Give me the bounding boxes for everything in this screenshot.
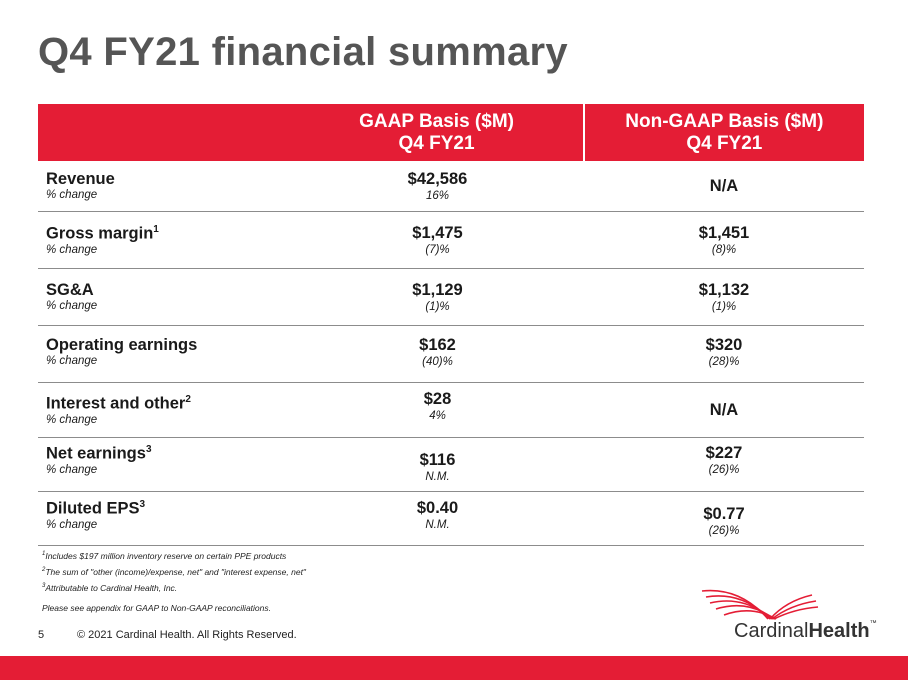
gaap-pct-change: (40)% <box>422 356 453 368</box>
row-label-cell: Interest and other2 % change <box>38 383 291 437</box>
nongaap-pct-change: (8)% <box>711 244 737 256</box>
gaap-value: $28 <box>423 390 452 408</box>
footer-red-bar <box>0 656 908 680</box>
row-label-cell: Operating earnings % change <box>38 326 291 382</box>
row-sublabel: % change <box>46 243 98 256</box>
gaap-value-cell: $42,586 16% <box>291 161 584 211</box>
gaap-value: $162 <box>419 336 456 354</box>
table-row-sga: SG&A % change $1,129 (1)% $1,132 (1)% <box>38 269 864 326</box>
row-label-cell: Net earnings3 % change <box>38 438 291 491</box>
row-sublabel: % change <box>46 355 98 367</box>
gaap-pct-change: 16% <box>425 190 450 202</box>
table-row-gross-margin: Gross margin1 % change $1,475 (7)% $1,45… <box>38 212 864 269</box>
row-sublabel: % change <box>46 463 98 476</box>
header-gaap-period: Q4 FY21 <box>398 132 475 154</box>
row-label-cell: Gross margin1 % change <box>38 212 291 268</box>
table-header: GAAP Basis ($M) Q4 FY21 Non-GAAP Basis (… <box>38 104 864 161</box>
gaap-pct-change: N.M. <box>425 471 450 483</box>
row-label: SG&A <box>46 281 94 299</box>
nongaap-value: N/A <box>709 176 739 195</box>
nongaap-value: $0.77 <box>703 505 745 523</box>
nongaap-value-cell: N/A <box>584 161 864 211</box>
nongaap-value-cell: N/A <box>584 383 864 437</box>
nongaap-pct-change: (26)% <box>708 525 740 537</box>
cardinal-health-logo: CardinalHealth™ <box>700 585 877 645</box>
gaap-value: $1,475 <box>412 224 463 242</box>
gaap-value-cell: $116 N.M. <box>291 438 584 491</box>
logo-wordmark: CardinalHealth™ <box>734 620 877 642</box>
row-label: Operating earnings <box>46 336 198 354</box>
nongaap-pct-change: (1)% <box>711 301 737 313</box>
cardinal-wing-icon <box>701 589 819 620</box>
nongaap-value-cell: $0.77 (26)% <box>584 492 864 545</box>
nongaap-value: N/A <box>709 400 739 419</box>
gaap-pct-change: N.M. <box>425 519 450 531</box>
gaap-value: $1,129 <box>412 281 463 299</box>
appendix-note: Please see appendix for GAAP to Non-GAAP… <box>42 603 271 613</box>
copyright-text: © 2021 Cardinal Health. All Rights Reser… <box>77 629 297 641</box>
gaap-value-cell: $1,475 (7)% <box>291 212 584 268</box>
nongaap-value-cell: $227 (26)% <box>584 438 864 491</box>
footnote-marker: 1 <box>153 224 159 235</box>
nongaap-value-cell: $320 (28)% <box>584 326 864 382</box>
gaap-value: $116 <box>419 451 456 469</box>
row-label-cell: Diluted EPS3 % change <box>38 492 291 545</box>
gaap-value-cell: $28 4% <box>291 383 584 437</box>
nongaap-pct-change: (28)% <box>708 356 740 368</box>
gaap-value-cell: $1,129 (1)% <box>291 269 584 325</box>
footnote-marker: 2 <box>185 394 191 405</box>
row-label: Net earnings3 <box>46 444 152 463</box>
gaap-pct-change: (7)% <box>425 244 450 256</box>
footnote-3: 3Attributable to Cardinal Health, Inc. <box>42 582 178 593</box>
row-label: Revenue <box>46 170 115 188</box>
header-gaap-column: GAAP Basis ($M) Q4 FY21 <box>290 104 582 161</box>
nongaap-value: $320 <box>705 336 743 354</box>
table-row-net-earnings: Net earnings3 % change $116 N.M. $227 (2… <box>38 438 864 492</box>
footnote-marker: 3 <box>139 499 146 510</box>
gaap-value: $0.40 <box>416 499 459 517</box>
nongaap-value: $1,451 <box>698 224 750 242</box>
row-label: Interest and other2 <box>46 394 191 413</box>
row-label: Diluted EPS3 <box>46 499 146 518</box>
nongaap-value: $1,132 <box>698 281 750 299</box>
page-number: 5 <box>38 629 45 641</box>
row-label: Gross margin1 <box>46 224 159 243</box>
table-row-interest-and-other: Interest and other2 % change $28 4% N/A <box>38 383 864 438</box>
header-nongaap-column: Non-GAAP Basis ($M) Q4 FY21 <box>582 104 864 161</box>
row-sublabel: % change <box>46 413 98 426</box>
footnote-marker: 3 <box>145 444 152 455</box>
nongaap-value-cell: $1,132 (1)% <box>584 269 864 325</box>
row-label-cell: Revenue % change <box>38 161 291 211</box>
gaap-pct-change: 4% <box>429 410 446 422</box>
header-blank-cell <box>38 104 290 161</box>
footnote-1: 1Includes $197 million inventory reserve… <box>42 550 287 561</box>
table-row-revenue: Revenue % change $42,586 16% N/A <box>38 161 864 212</box>
table-row-diluted-eps: Diluted EPS3 % change $0.40 N.M. $0.77 (… <box>38 492 864 546</box>
footnotes: 1Includes $197 million inventory reserve… <box>42 547 306 594</box>
nongaap-value: $227 <box>705 444 743 462</box>
row-label-cell: SG&A % change <box>38 269 291 325</box>
financial-summary-table: GAAP Basis ($M) Q4 FY21 Non-GAAP Basis (… <box>38 104 864 546</box>
header-gaap-title: GAAP Basis ($M) <box>359 110 514 132</box>
header-nongaap-period: Q4 FY21 <box>686 132 763 154</box>
nongaap-pct-change: (26)% <box>708 464 740 476</box>
header-nongaap-title: Non-GAAP Basis ($M) <box>625 110 824 132</box>
row-sublabel: % change <box>46 518 98 531</box>
page-title: Q4 FY21 financial summary <box>38 30 568 74</box>
gaap-value: $42,586 <box>407 170 468 188</box>
row-sublabel: % change <box>46 300 98 312</box>
table-row-operating-earnings: Operating earnings % change $162 (40)% $… <box>38 326 864 383</box>
gaap-pct-change: (1)% <box>425 301 450 313</box>
gaap-value-cell: $0.40 N.M. <box>291 492 584 545</box>
gaap-value-cell: $162 (40)% <box>291 326 584 382</box>
footnote-2: 2The sum of "other (income)/expense, net… <box>42 566 306 577</box>
row-sublabel: % change <box>46 189 98 201</box>
nongaap-value-cell: $1,451 (8)% <box>584 212 864 268</box>
